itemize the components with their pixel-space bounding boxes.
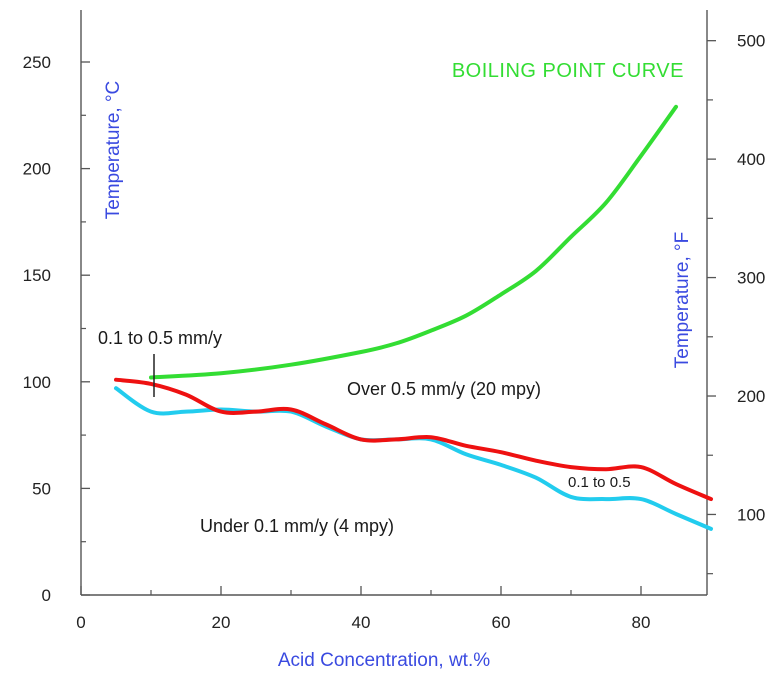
y-tick-label: 250 <box>23 53 51 72</box>
x-tick-label: 60 <box>492 613 511 632</box>
tick-layer: 0 20 40 60 80 0 50 100 150 200 250 100 200 300 400 500 <box>23 32 766 632</box>
x-tick-label: 0 <box>76 613 85 632</box>
x-tick-label: 20 <box>212 613 231 632</box>
annotation-mid-range: 0.1 to 0.5 <box>568 474 631 491</box>
y-right-tick-label: 400 <box>737 150 765 169</box>
annotation-over: Over 0.5 mm/y (20 mpy) <box>347 379 541 399</box>
x-tick-label: 40 <box>352 613 371 632</box>
annotation-under: Under 0.1 mm/y (4 mpy) <box>200 516 394 536</box>
y-right-tick-label: 200 <box>737 387 765 406</box>
y-tick-label: 150 <box>23 266 51 285</box>
y-axis-title-right: Temperature, °F <box>672 232 693 368</box>
y-axis-title-left: Temperature, °C <box>103 81 124 220</box>
y-tick-label: 0 <box>42 586 51 605</box>
y-tick-label: 50 <box>32 479 51 498</box>
y-tick-label: 100 <box>23 373 51 392</box>
series-layer <box>114 104 713 531</box>
boiling-point-series-line <box>149 104 678 380</box>
x-axis-title: Acid Concentration, wt.% <box>278 650 490 671</box>
red-boundary-series-line <box>114 377 713 502</box>
x-tick-label: 80 <box>632 613 651 632</box>
annotation-low-range: 0.1 to 0.5 mm/y <box>98 328 222 348</box>
y-right-tick-label: 500 <box>737 32 765 51</box>
cyan-boundary-series-line <box>114 386 713 531</box>
y-right-tick-label: 100 <box>737 505 765 524</box>
y-right-tick-label: 300 <box>737 269 765 288</box>
boiling-curve-label: BOILING POINT CURVE <box>452 60 684 82</box>
y-tick-label: 200 <box>23 160 51 179</box>
